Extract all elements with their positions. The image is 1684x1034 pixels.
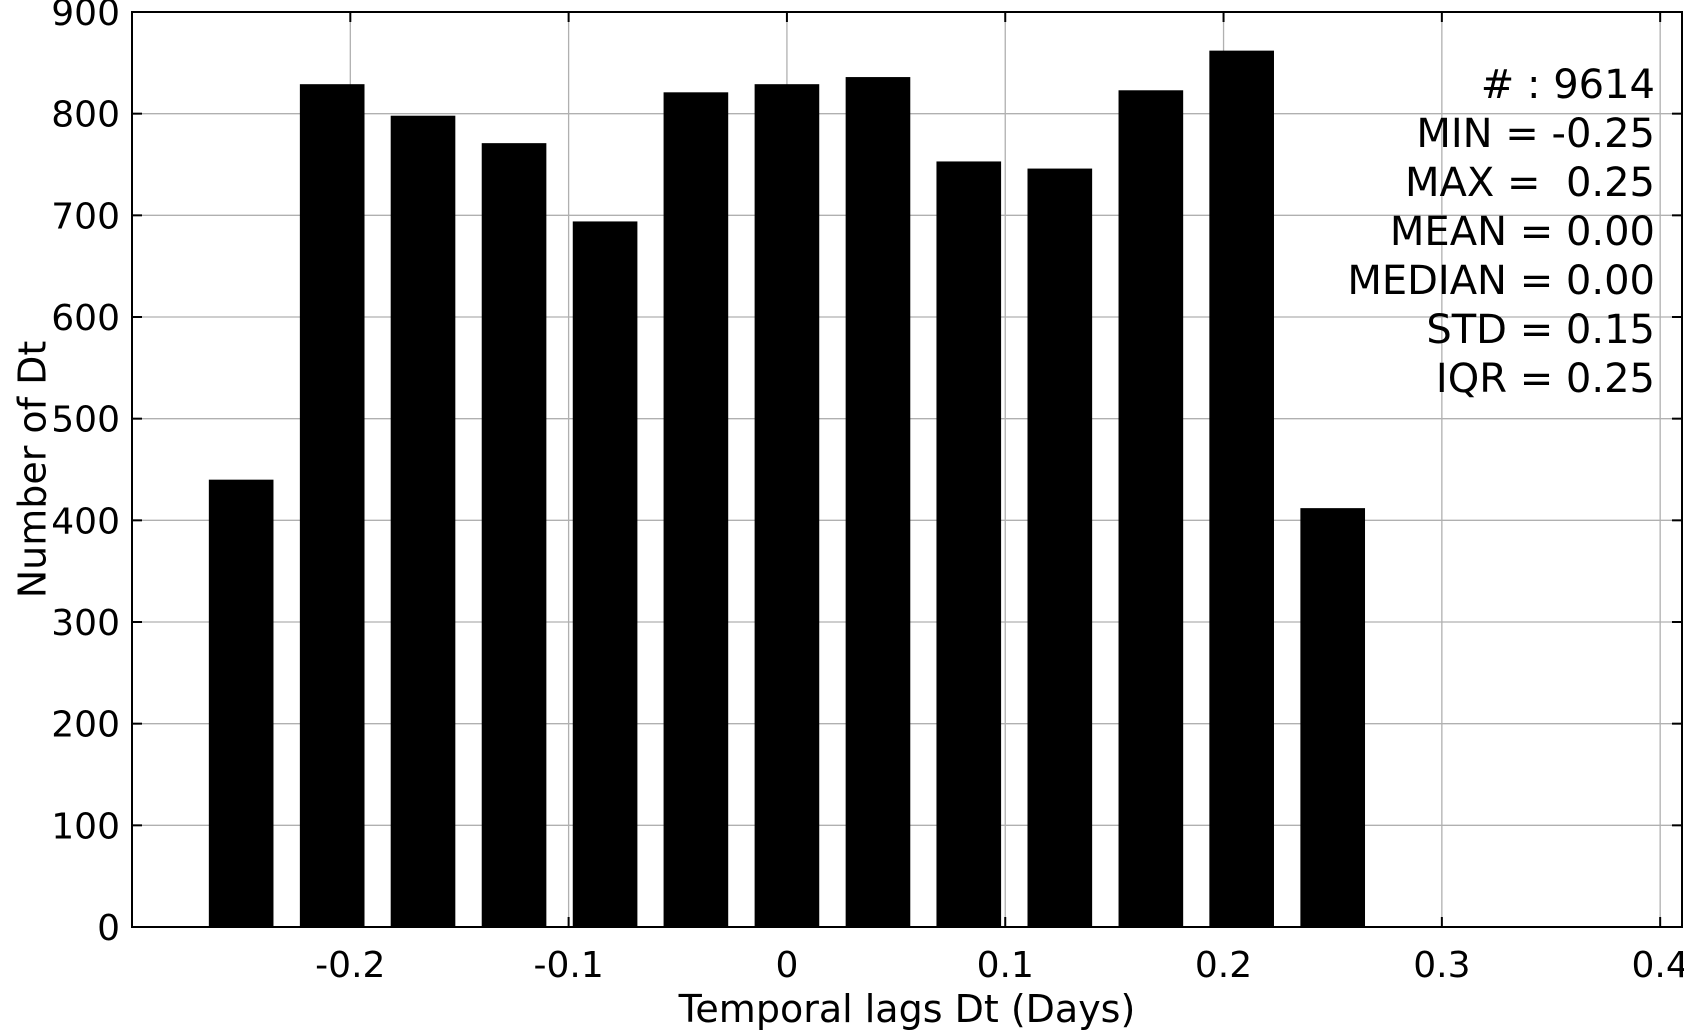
y-tick-label: 300 [51,603,120,644]
histogram-bar [663,92,729,928]
y-tick-label: 900 [51,0,120,34]
stat-line: STD = 0.15 [1426,307,1655,353]
y-tick-label: 800 [51,95,120,136]
stat-line: MIN = -0.25 [1416,111,1655,157]
x-tick-label: 0.4 [1632,945,1684,986]
stat-line: IQR = 0.25 [1436,356,1655,402]
stat-line: MAX = 0.25 [1405,160,1655,206]
x-tick-label: -0.1 [533,945,603,986]
histogram-bar [481,143,547,927]
bars [208,50,1366,928]
histogram-bar [1209,50,1274,927]
plot-frame [131,11,1683,928]
y-tick-labels: 0 100 200 300 400 500 600 700 800 900 [51,0,120,949]
histogram-bar [1027,168,1093,928]
y-tick-label: 600 [51,298,120,339]
y-tick-label: 0 [97,908,120,949]
histogram-bar [936,161,1002,927]
x-tick-label: -0.2 [315,945,385,986]
histogram-bar [390,115,456,927]
histogram-bar [1118,90,1184,928]
x-axis-label: Temporal lags Dt (Days) [678,987,1136,1031]
x-tick-label: 0.3 [1413,945,1470,986]
y-tick-label: 100 [51,806,120,847]
y-tick-label: 500 [51,400,120,441]
x-tick-label: 0.2 [1195,945,1252,986]
x-tick-label: 0 [775,945,798,986]
histogram-bar [754,84,820,927]
y-tick-label: 400 [51,501,120,542]
x-tick-labels: -0.2 -0.1 0 0.1 0.2 0.3 0.4 [315,945,1684,986]
histogram-bar [572,221,638,927]
stat-line: MEDIAN = 0.00 [1347,258,1655,304]
histogram-bar [299,84,365,927]
y-axis-label: Number of Dt [10,341,54,599]
histogram-bar [845,77,911,928]
y-tick-label: 700 [51,196,120,237]
x-tick-label: 0.1 [977,945,1034,986]
histogram-bar [208,479,274,927]
histogram-bar [1300,508,1366,927]
stat-line: MEAN = 0.00 [1390,209,1655,255]
tick-marks [132,11,1682,928]
stat-line: # : 9614 [1481,62,1655,108]
y-tick-label: 200 [51,705,120,746]
